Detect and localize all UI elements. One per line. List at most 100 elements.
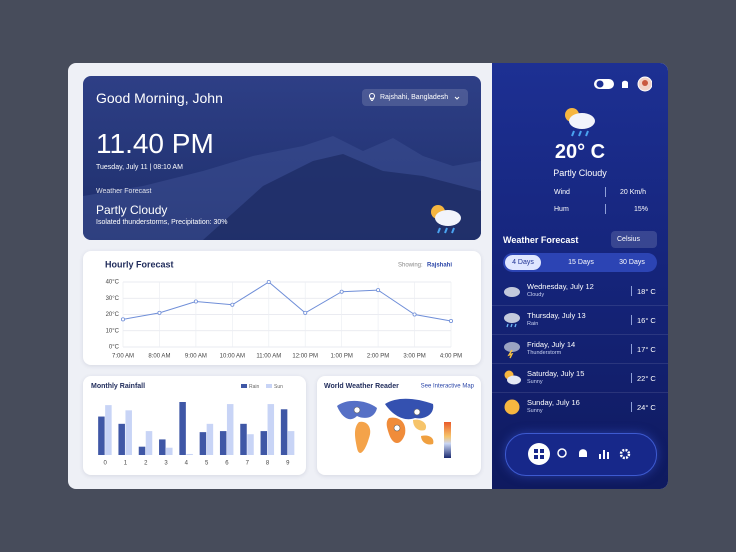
forecast-title: Weather Forecast <box>503 235 579 245</box>
map: World Weather Reader See Interactive Map <box>324 383 475 458</box>
location-select[interactable]: Rajshahi, Bangladesh <box>362 89 468 106</box>
y-tick-label: 20°C <box>106 312 120 318</box>
top-icons <box>594 76 652 92</box>
map-card: World Weather Reader See Interactive Map <box>317 376 481 475</box>
day-temp: 22° C <box>637 374 656 383</box>
day-temp: 16° C <box>637 316 656 325</box>
tab[interactable]: 30 Days <box>619 259 645 266</box>
current-temp: 20° C <box>554 141 606 163</box>
condition: Partly Cloudy <box>96 203 168 217</box>
day-desc: Rain <box>527 321 539 327</box>
tab[interactable]: 15 Days <box>568 259 594 266</box>
divider <box>605 187 606 197</box>
bar <box>260 431 268 455</box>
point <box>266 279 271 284</box>
pin-icon <box>369 93 375 101</box>
map-title: World Weather Reader <box>324 383 399 390</box>
forecast-row: Thursday, July 13 Rain 16° C <box>492 306 668 335</box>
y-tick-label: 30°C <box>106 296 120 302</box>
legend-swatch <box>266 384 272 388</box>
x-tick-label: 2:00 PM <box>367 354 389 360</box>
day-temp: 17° C <box>637 345 656 354</box>
x-tick-label: 10:00 AM <box>220 354 245 360</box>
current-icon <box>565 108 595 137</box>
greeting: Good Morning, John <box>96 90 223 106</box>
nav-settings[interactable] <box>619 448 631 460</box>
divider <box>605 204 606 214</box>
day-icon <box>504 313 520 328</box>
bell-icon[interactable] <box>622 80 628 88</box>
point <box>303 310 308 315</box>
nav-home[interactable] <box>528 443 550 465</box>
bar <box>267 404 275 455</box>
hourly-chart: Hourly Forecast Showing: Rajshahi 0°C 10°… <box>105 259 462 360</box>
day-desc: Sunny <box>527 408 543 414</box>
line <box>122 281 452 322</box>
hero-card: Good Morning, John Rajshahi, Bangladesh … <box>83 76 481 240</box>
location-filter[interactable]: Rajshahi <box>427 263 452 269</box>
point <box>448 319 453 324</box>
day-desc: Sunny <box>527 379 543 385</box>
tabs: 4 Days 15 Days 30 Days <box>503 253 657 272</box>
forecast-row: Wednesday, July 12 Cloudy 18° C <box>492 277 668 306</box>
x-tick-label: 3:00 PM <box>403 354 425 360</box>
y-tick-label: 10°C <box>106 328 120 334</box>
wind: 20 Km/h <box>620 189 647 196</box>
nav-icons <box>528 443 631 465</box>
x-tick-label: 5 <box>205 461 209 467</box>
date: Tuesday, July 11 | 08:10 AM <box>96 164 183 171</box>
forecast-list: Wednesday, July 12 Cloudy 18° C Thursday, J… <box>492 277 668 427</box>
day-date: Friday, July 14 <box>527 340 576 349</box>
x-tick-label: 4 <box>185 461 189 467</box>
nav-stats[interactable] <box>599 450 609 459</box>
point <box>157 310 162 315</box>
forecast-row: Saturday, July 15 Sunny 22° C <box>492 364 668 393</box>
rainfall-card: Monthly Rainfall 0 1 2 3 4 5 6 7 8 9 Rain Sun <box>83 376 306 475</box>
day-date: Sunday, July 16 <box>527 398 580 407</box>
x-tick-label: 3 <box>164 461 168 467</box>
y-tick-label: 40°C <box>106 280 120 286</box>
bar <box>118 423 125 455</box>
nav-map[interactable] <box>557 448 567 458</box>
x-tick-label: 1:00 PM <box>330 354 352 360</box>
bar <box>280 409 288 455</box>
point <box>376 288 381 293</box>
day-icon <box>504 370 521 385</box>
x-tick-label: 2 <box>144 461 148 467</box>
showing-label: Showing: <box>398 263 423 269</box>
x-tick-label: 7 <box>246 461 250 467</box>
divider <box>631 402 632 412</box>
bar <box>186 453 193 455</box>
x-tick-label: 8:00 AM <box>148 354 170 360</box>
nav-alerts[interactable] <box>579 449 587 457</box>
divider <box>631 286 632 296</box>
bar <box>179 402 186 455</box>
x-tick-label: 12:00 PM <box>292 354 318 360</box>
x-tick-label: 0 <box>103 461 107 467</box>
x-tick-label: 4:00 PM <box>440 354 462 360</box>
x-tick-label: 11:00 AM <box>256 354 281 360</box>
hum-label: Hum <box>554 206 569 213</box>
point <box>193 299 198 304</box>
bar <box>125 410 132 455</box>
bar <box>166 447 173 455</box>
tab[interactable]: 4 Days <box>505 255 541 270</box>
divider <box>631 315 632 325</box>
unit-select[interactable]: Celsius <box>611 231 657 248</box>
location: Rajshahi, Bangladesh <box>380 94 449 101</box>
bar <box>159 439 166 455</box>
dashboard: Good Morning, John Rajshahi, Bangladesh … <box>68 63 668 489</box>
bar <box>138 446 146 455</box>
x-tick-label: 1 <box>124 461 128 467</box>
x-tick-label: 9 <box>286 461 290 467</box>
rainfall-chart: Monthly Rainfall 0 1 2 3 4 5 6 7 8 9 Rain Sun <box>91 383 295 467</box>
day-icon <box>504 399 520 415</box>
map-link[interactable]: See Interactive Map <box>421 384 475 390</box>
bar <box>240 423 247 455</box>
bar <box>199 432 207 455</box>
bar <box>287 431 295 455</box>
bar <box>98 416 105 455</box>
hourly-card: Hourly Forecast Showing: Rajshahi 0°C 10°… <box>83 251 481 365</box>
legend-swatch <box>241 384 247 388</box>
day-desc: Cloudy <box>527 292 545 298</box>
